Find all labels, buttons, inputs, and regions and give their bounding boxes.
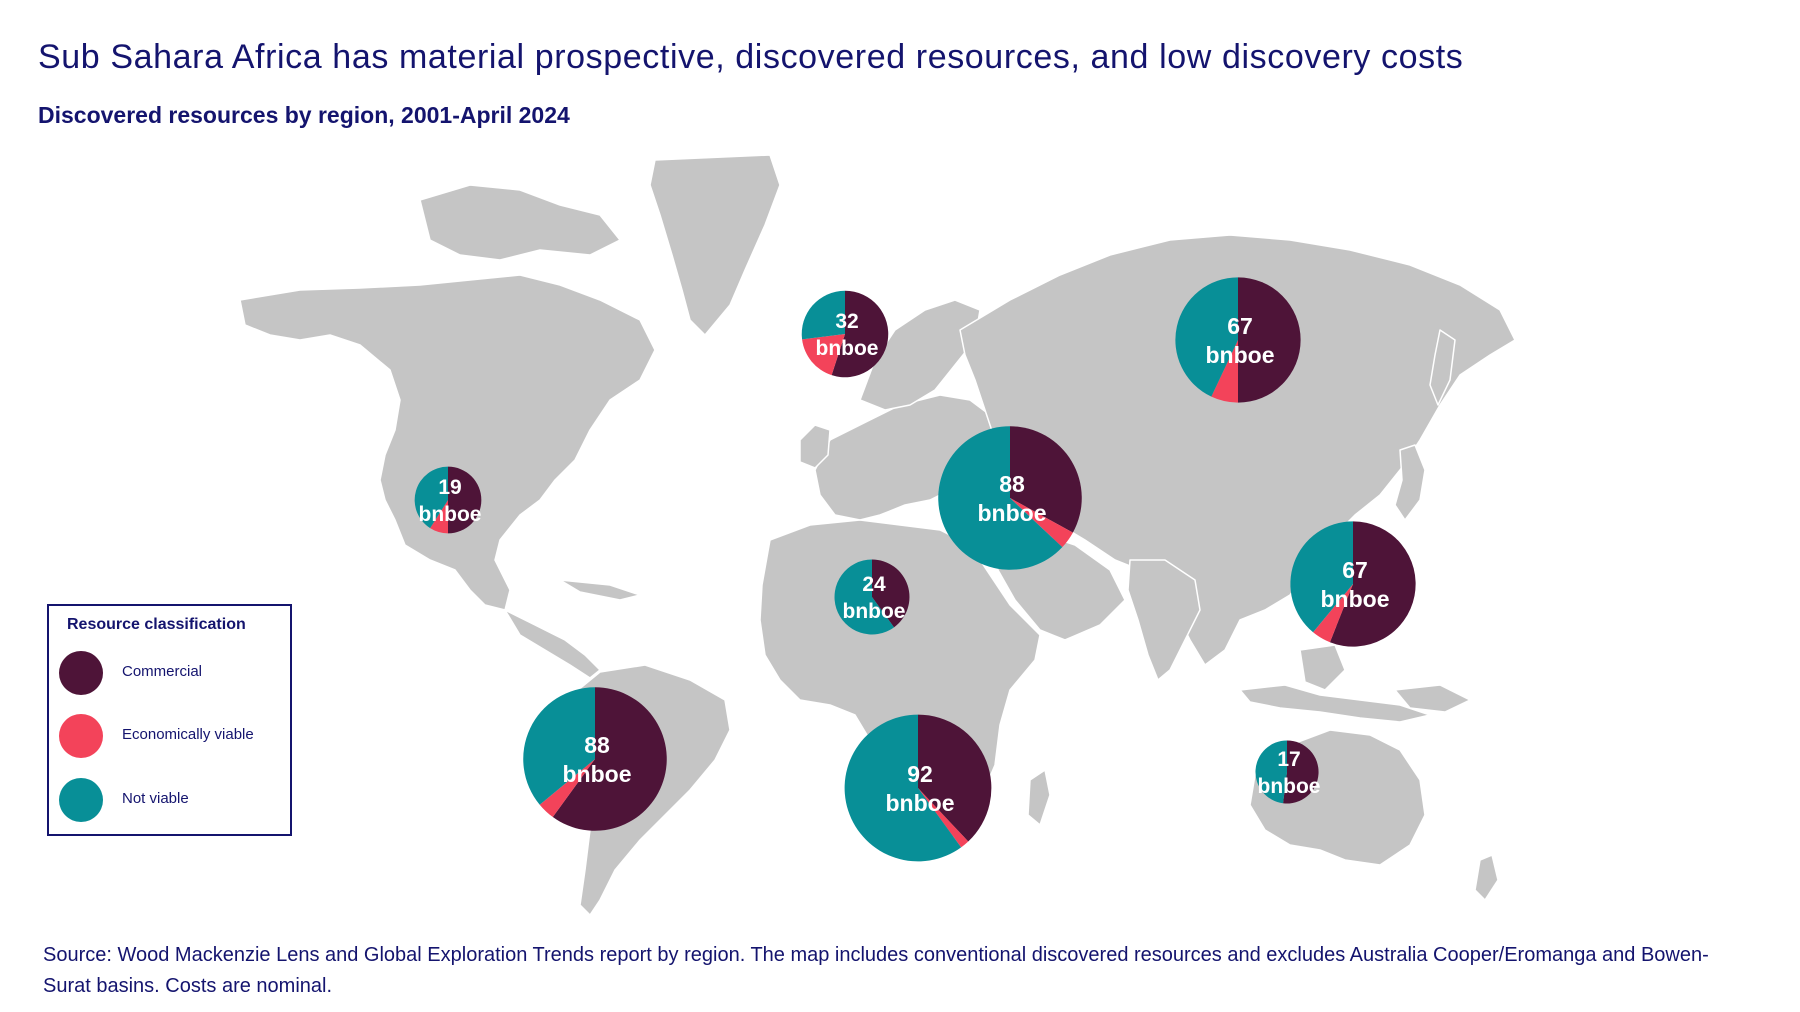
- pie-middle-east: 88 bnboe: [938, 426, 1082, 570]
- pie-latin-america: 88 bnboe: [523, 687, 667, 831]
- pie-slice-middle-east-not-viable: [938, 426, 1063, 570]
- pie-slice-latin-america-economically-viable: [539, 759, 595, 818]
- legend-item-commercial: Commercial: [59, 651, 284, 695]
- page-title: Sub Sahara Africa has material prospecti…: [38, 38, 1464, 76]
- legend-item-not-viable: Not viable: [59, 778, 284, 822]
- pie-slice-europe-economically-viable: [802, 334, 845, 376]
- madagascar: [1027, 769, 1051, 826]
- pie-unit-label-latin-america: bnboe: [563, 761, 632, 787]
- pie-slice-north-america-not-viable: [414, 466, 448, 529]
- pie-unit-label-sub-sahara-africa: bnboe: [886, 790, 955, 816]
- pie-slice-russia-and-caspian-commercial: [1238, 277, 1301, 403]
- legend-item-economically-viable: Economically viable: [59, 714, 284, 758]
- pie-slice-asia-pacific-not-viable: [1290, 521, 1353, 633]
- pie-slice-sub-sahara-africa-not-viable: [844, 714, 962, 862]
- pie-value-label-latin-america: 88: [584, 732, 610, 758]
- pie-value-label-north-america: 19: [438, 476, 461, 499]
- pie-unit-label-north-america: bnboe: [419, 503, 482, 526]
- pie-north-africa: 24 bnboe: [834, 559, 910, 635]
- pie-value-label-australasia: 17: [1277, 748, 1300, 771]
- pie-value-label-sub-sahara-africa: 92: [907, 761, 933, 787]
- commercial-swatch: [59, 651, 103, 695]
- pie-unit-label-north-africa: bnboe: [843, 600, 906, 623]
- legend-label-economically-viable: Economically viable: [122, 726, 254, 743]
- pie-value-label-europe: 32: [835, 310, 858, 333]
- uk-ireland: [799, 424, 831, 469]
- pie-value-label-russia-and-caspian: 67: [1227, 313, 1253, 339]
- pie-value-label-north-africa: 24: [862, 573, 886, 596]
- pie-slice-north-africa-not-viable: [834, 559, 895, 635]
- pie-slice-latin-america-not-viable: [523, 687, 595, 805]
- pie-slice-asia-pacific-commercial: [1329, 521, 1416, 647]
- pie-value-label-asia-pacific: 67: [1342, 557, 1368, 583]
- pie-unit-label-asia-pacific: bnboe: [1321, 586, 1390, 612]
- pie-slice-middle-east-commercial: [1010, 426, 1082, 533]
- pie-north-america: 19 bnboe: [414, 466, 482, 534]
- pie-slice-russia-and-caspian-economically-viable: [1211, 340, 1238, 403]
- economically-viable-swatch: [59, 714, 103, 758]
- pie-slice-asia-pacific-economically-viable: [1313, 584, 1353, 643]
- pie-slice-north-america-commercial: [448, 466, 482, 534]
- caribbean: [559, 579, 641, 601]
- not-viable-swatch: [59, 778, 103, 822]
- borneo: [1299, 644, 1346, 691]
- pie-australasia: 17 bnboe: [1255, 740, 1321, 804]
- pie-charts: 19 bnboe 32 bnboe 67 bnboe 88 bnboe 24 bnboe 67 bnb…: [414, 277, 1416, 862]
- pie-unit-label-russia-and-caspian: bnboe: [1206, 342, 1275, 368]
- legend-title: Resource classification: [67, 616, 246, 633]
- pie-value-label-middle-east: 88: [999, 471, 1025, 497]
- pie-slice-north-africa-commercial: [872, 559, 910, 628]
- pie-slice-australasia-not-viable: [1255, 740, 1287, 804]
- land-masses: [239, 154, 1516, 916]
- greenland: [649, 154, 781, 336]
- pie-slice-europe-commercial: [831, 290, 889, 378]
- pie-russia-and-caspian: 67 bnboe: [1175, 277, 1301, 403]
- pie-slice-middle-east-economically-viable: [1010, 498, 1073, 548]
- legend: Resource classification Commercial Econo…: [47, 604, 292, 836]
- source-note: Source: Wood Mackenzie Lens and Global E…: [43, 944, 1709, 997]
- new-zealand: [1474, 854, 1499, 901]
- arctic-islands: [419, 184, 621, 261]
- pie-sub-sahara-africa: 92 bnboe: [844, 714, 992, 862]
- indonesia: [1239, 684, 1431, 723]
- pie-slice-sub-sahara-africa-economically-viable: [918, 788, 969, 848]
- pie-slice-russia-and-caspian-not-viable: [1175, 277, 1238, 397]
- pie-unit-label-australasia: bnboe: [1258, 775, 1321, 798]
- central-america: [504, 609, 601, 679]
- north-america: [239, 274, 656, 611]
- pie-asia-pacific: 67 bnboe: [1290, 521, 1416, 647]
- pie-slice-sub-sahara-africa-commercial: [918, 714, 992, 842]
- kamchatka: [1429, 329, 1456, 406]
- new-guinea: [1394, 684, 1471, 713]
- world-map: 19 bnboe 32 bnboe 67 bnboe 88 bnboe 24 bnboe 67 bnb…: [239, 154, 1516, 916]
- pie-unit-label-europe: bnboe: [816, 337, 879, 360]
- pie-europe: 32 bnboe: [801, 290, 889, 378]
- legend-label-commercial: Commercial: [122, 663, 203, 680]
- japan: [1394, 444, 1426, 521]
- pie-slice-latin-america-commercial: [552, 687, 667, 831]
- pie-slice-europe-not-viable: [801, 290, 845, 340]
- pie-unit-label-middle-east: bnboe: [978, 500, 1047, 526]
- pie-slice-north-america-economically-viable: [430, 500, 448, 534]
- chart-subtitle: Discovered resources by region, 2001-Apr…: [38, 102, 570, 128]
- pie-slice-australasia-commercial: [1283, 740, 1319, 804]
- legend-label-not-viable: Not viable: [122, 790, 189, 807]
- india: [1127, 559, 1201, 681]
